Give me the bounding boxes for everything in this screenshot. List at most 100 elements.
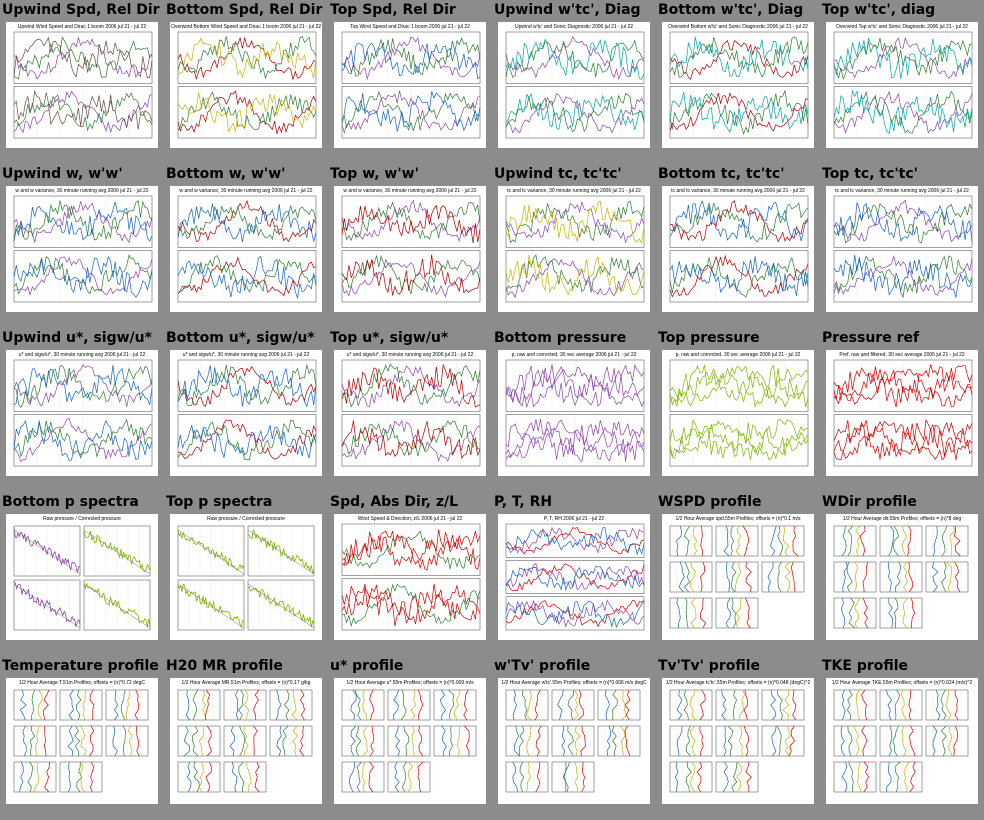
plot-cell: Upwind w'tc', Diag Upwind w'tc' and Sonic… [492,0,652,162]
plot-thumbnail-link[interactable]: 1/2 Hour Average spd.55m Profiles; offse… [662,514,814,640]
profile-line [696,761,703,793]
profile-line [114,690,119,721]
series-line [341,199,481,243]
plot-caption: w and w variance, 30 minute running avg … [15,188,148,194]
series-line [177,36,317,81]
plot-thumbnail-link[interactable]: 1/2 Hour Average u*.55m Profiles; offset… [334,678,486,804]
profile-line [355,725,362,757]
series-line [13,256,153,296]
plot-title: P, T, RH [494,494,553,510]
plot-thumbnail-link[interactable]: 1/2 Hour Average TKE.55m Profiles; offse… [826,678,978,804]
plot-cell: Bottom Spd, Rel Dir Overwind Bottom Wind … [164,0,324,162]
profile-line [736,761,743,793]
plot-thumbnail-link[interactable]: w and w variance, 30 minute running avg … [6,186,158,312]
plot-title: TKE profile [822,658,909,674]
plot-thumbnail-link[interactable]: u* and sigw/u*, 30 minute running avg 20… [6,350,158,476]
series-line [833,199,973,243]
profile-line [112,725,118,757]
plot-title: H20 MR profile [166,658,283,674]
profile-line [855,689,861,721]
plot-thumbnail-link[interactable]: u* and sigw/u*, 30 minute running avg 20… [334,350,486,476]
profile-line [689,725,696,757]
plot-thumbnail-link[interactable]: Overwind Bottom Wind Speed and Dirac 1 b… [170,22,322,148]
plot-thumbnail-link[interactable]: Overwind Bottom w'tc' and Sonic Diagnost… [662,22,814,148]
profile-line [417,689,424,721]
plot-thumbnail-link[interactable]: 1/2 Hour Average dir.55m Profiles; offse… [826,514,978,640]
plot-caption: u* and sigw/u*, 30 minute running avg 20… [183,352,310,358]
profile-line [954,525,961,557]
profile-line [562,761,567,793]
profile-line [401,761,407,793]
profile-line [723,725,727,757]
plot-thumbnail-link[interactable]: Upwind w'tc' and Sonic Diagnostic 2006 j… [498,22,650,148]
plot-thumbnail-link[interactable]: 1/2 Hour Average T.51m Profiles; offsets… [6,678,158,804]
series-line [833,254,973,298]
profile-line [685,761,692,793]
profile-line [784,561,791,593]
plot-thumbnail-link[interactable]: Top Wind Speed and Dirac 1 boom 2006 jul… [334,22,486,148]
series-line [177,364,317,406]
plot-thumbnail-link[interactable]: Raw pressure / Corrected pressure [6,514,158,640]
profile-line [901,689,907,721]
plot-cell: Bottom u*, sigw/u* u* and sigw/u*, 30 min… [164,328,324,490]
profile-line [205,761,212,793]
series-line [833,368,973,408]
profile-line [841,597,846,629]
plot-cell: Tv'Tv' profile 1/2 Hour Average tc'tc'.55… [656,656,816,818]
profile-line [792,689,797,721]
plot-thumbnail-link[interactable]: Pref, raw and filtered, 30 sec average 2… [826,350,978,476]
plot-thumbnail-image: Overwind Top w'tc' and Sonic Diagnostic … [833,24,973,139]
series-line [669,201,809,243]
plot-thumbnail-link[interactable]: tc and tc variance, 30 minute running av… [662,186,814,312]
profile-line [27,761,34,793]
profile-line [350,725,357,757]
profile-line [557,689,564,721]
profile-line [846,689,853,721]
series-line [13,364,153,407]
profile-line [43,725,47,757]
plot-thumbnail-link[interactable]: p, raw and corrected, 30 sec average 200… [498,350,650,476]
plot-thumbnail-link[interactable]: 1/2 Hour Average MR.51m Profiles; offset… [170,678,322,804]
profile-line [861,725,868,757]
plot-thumbnail-link[interactable]: w and w variance, 30 minute running avg … [334,186,486,312]
profile-line [895,561,902,593]
plot-thumbnail-link[interactable]: Wind Speed & Direction, z/L 2006 jul 21 … [334,514,486,640]
series-line [505,600,645,628]
profile-line [954,561,961,593]
plot-thumbnail-link[interactable]: 1/2 Hour Average tc'tc'.55m Profiles; of… [662,678,814,804]
profile-line [777,525,784,557]
series-line [341,91,481,132]
series-line [833,202,973,244]
plot-thumbnail-link[interactable]: tc and tc variance, 30 minute running av… [498,186,650,312]
plot-thumbnail-link[interactable]: tc and tc variance, 30 minute running av… [826,186,978,312]
plot-cell: Upwind tc, tc'tc' tc and tc variance, 30 … [492,164,652,326]
profile-line [564,761,571,793]
series-line [505,562,645,591]
plot-thumbnail-image: Upwind w'tc' and Sonic Diagnostic 2006 j… [505,24,645,139]
plot-thumbnail-link[interactable]: Raw pressure / Corrected pressure [170,514,322,640]
series-line [177,366,317,407]
profile-line [134,689,139,721]
profile-line [841,525,847,557]
plot-caption: tc and tc variance, 30 minute running av… [671,188,805,194]
profile-line [911,597,916,629]
profile-line [847,725,853,757]
profile-line [362,761,366,793]
series-line [341,529,481,570]
profile-line [935,689,941,721]
plot-thumbnail-link[interactable]: 1/2 Hour Average w'tc'.55m Profiles; off… [498,678,650,804]
profile-line [931,561,939,593]
series-line [341,363,481,408]
plot-thumbnail-link[interactable]: p, raw and corrected, 30 sec average 200… [662,350,814,476]
profile-line [463,689,469,721]
plot-thumbnail-link[interactable]: w and w variance, 30 minute running avg … [170,186,322,312]
plot-thumbnail-link[interactable]: Overwind Top w'tc' and Sonic Diagnostic … [826,22,978,148]
plot-thumbnail-link[interactable]: u* and sigw/u*, 30 minute running avg 20… [170,350,322,476]
plot-thumbnail-link[interactable]: Upwind Wind Speed and Dirac 1 boom 2006 … [6,22,158,148]
plot-thumbnail-link[interactable]: P, T, RH 2006 jul 21 - jul 22 [498,514,650,640]
plot-thumbnail-image: tc and tc variance, 30 minute running av… [669,188,809,303]
profile-line [522,689,528,721]
profile-line [354,689,362,721]
series-line [833,255,973,299]
plot-cell: WSPD profile 1/2 Hour Average spd.55m Pro… [656,492,816,654]
